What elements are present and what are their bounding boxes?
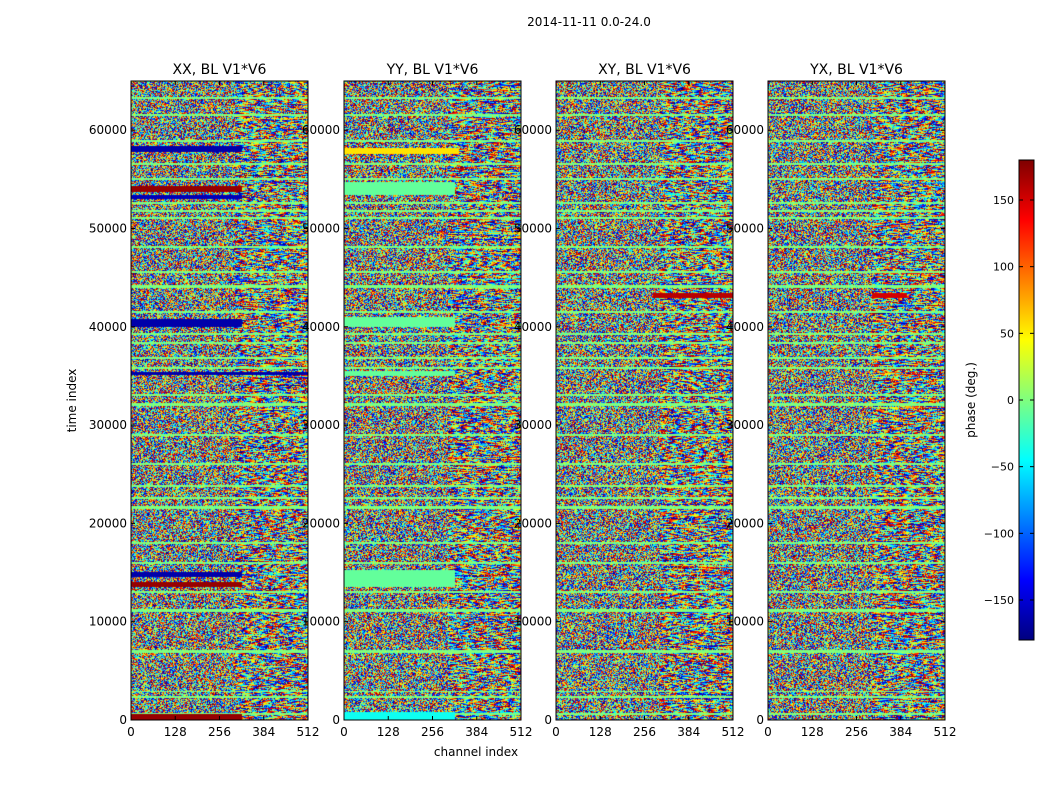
y-tick-label: 20000 xyxy=(302,516,340,530)
x-tick-label: 128 xyxy=(377,725,400,739)
y-tick-label: 0 xyxy=(119,713,127,727)
panel-4-phase-image xyxy=(768,81,945,720)
figure-suptitle: 2014-11-11 0.0-24.0 xyxy=(527,15,651,29)
x-tick-label: 384 xyxy=(252,725,275,739)
x-tick-label: 128 xyxy=(589,725,612,739)
x-tick-label: 256 xyxy=(845,725,868,739)
y-tick-label: 20000 xyxy=(514,516,552,530)
colorbar-tick-label: −150 xyxy=(984,594,1014,607)
y-tick-label: 30000 xyxy=(302,418,340,432)
y-tick-label: 30000 xyxy=(514,418,552,432)
y-tick-label: 20000 xyxy=(89,516,127,530)
panel-2-title: YY, BL V1*V6 xyxy=(386,62,479,78)
y-tick-label: 60000 xyxy=(514,123,552,137)
x-tick-label: 256 xyxy=(208,725,231,739)
x-tick-label: 256 xyxy=(421,725,444,739)
panel-4-title: YX, BL V1*V6 xyxy=(809,62,903,78)
y-tick-label: 50000 xyxy=(726,221,764,235)
y-tick-label: 40000 xyxy=(302,320,340,334)
panel-4: YX, BL V1*V6 0 128 256 384 512 0 10000 20000 3000… xyxy=(726,62,957,739)
y-tick-label: 10000 xyxy=(514,615,552,629)
y-tick-label: 50000 xyxy=(514,221,552,235)
x-tick-label: 512 xyxy=(722,725,745,739)
colorbar-tick-label: 100 xyxy=(993,261,1014,274)
y-tick-label: 60000 xyxy=(89,123,127,137)
y-tick-label: 20000 xyxy=(726,516,764,530)
y-tick-label: 0 xyxy=(756,713,764,727)
y-tick-label: 10000 xyxy=(89,615,127,629)
x-axis-label: channel index xyxy=(434,745,518,759)
x-tick-label: 512 xyxy=(510,725,533,739)
panel-1: XX, BL V1*V6 0 128 256 384 512 0 10000 20000 3000… xyxy=(65,62,319,739)
x-tick-label: 128 xyxy=(801,725,824,739)
x-tick-label: 512 xyxy=(297,725,320,739)
panel-3: XY, BL V1*V6 0 128 256 384 512 0 10000 20000 3000… xyxy=(514,62,745,739)
y-tick-label: 0 xyxy=(544,713,552,727)
colorbar-tick-label: 0 xyxy=(1007,394,1014,407)
panel-2-phase-image xyxy=(344,81,521,720)
x-tick-label: 0 xyxy=(764,725,772,739)
x-tick-label: 384 xyxy=(889,725,912,739)
y-tick-label: 40000 xyxy=(514,320,552,334)
panel-2: YY, BL V1*V6 0 128 256 384 512 0 10000 20000 3000… xyxy=(302,62,533,759)
y-tick-label: 50000 xyxy=(89,221,127,235)
colorbar-ticks: −150 −100 −50 0 50 100 150 xyxy=(984,194,1034,607)
y-tick-label: 60000 xyxy=(726,123,764,137)
colorbar-tick-label: 150 xyxy=(993,194,1014,207)
panel-1-phase-image xyxy=(131,81,308,720)
y-tick-label: 50000 xyxy=(302,221,340,235)
colorbar: −150 −100 −50 0 50 100 150 phase (deg.) xyxy=(964,159,1035,641)
panel-1-title: XX, BL V1*V6 xyxy=(173,62,267,78)
y-axis-label: time index xyxy=(65,369,79,433)
panel-3-phase-image xyxy=(556,81,733,720)
y-tick-label: 10000 xyxy=(302,615,340,629)
x-tick-label: 0 xyxy=(340,725,348,739)
y-tick-label: 0 xyxy=(332,713,340,727)
x-tick-label: 384 xyxy=(465,725,488,739)
y-tick-label: 40000 xyxy=(726,320,764,334)
x-tick-label: 384 xyxy=(677,725,700,739)
y-tick-label: 10000 xyxy=(726,615,764,629)
colorbar-label: phase (deg.) xyxy=(964,362,978,438)
x-tick-label: 256 xyxy=(633,725,656,739)
colorbar-tick-label: −100 xyxy=(984,527,1014,540)
x-tick-label: 128 xyxy=(164,725,187,739)
y-tick-label: 40000 xyxy=(89,320,127,334)
y-tick-label: 60000 xyxy=(302,123,340,137)
colorbar-tick-label: 50 xyxy=(1000,327,1014,340)
panels-container: XX, BL V1*V6 0 128 256 384 512 0 10000 20000 3000… xyxy=(65,62,956,759)
x-tick-label: 512 xyxy=(934,725,957,739)
x-tick-label: 0 xyxy=(127,725,135,739)
y-tick-label: 30000 xyxy=(89,418,127,432)
panel-3-title: XY, BL V1*V6 xyxy=(598,62,691,78)
colorbar-tick-label: −50 xyxy=(991,461,1014,474)
y-tick-label: 30000 xyxy=(726,418,764,432)
x-tick-label: 0 xyxy=(552,725,560,739)
